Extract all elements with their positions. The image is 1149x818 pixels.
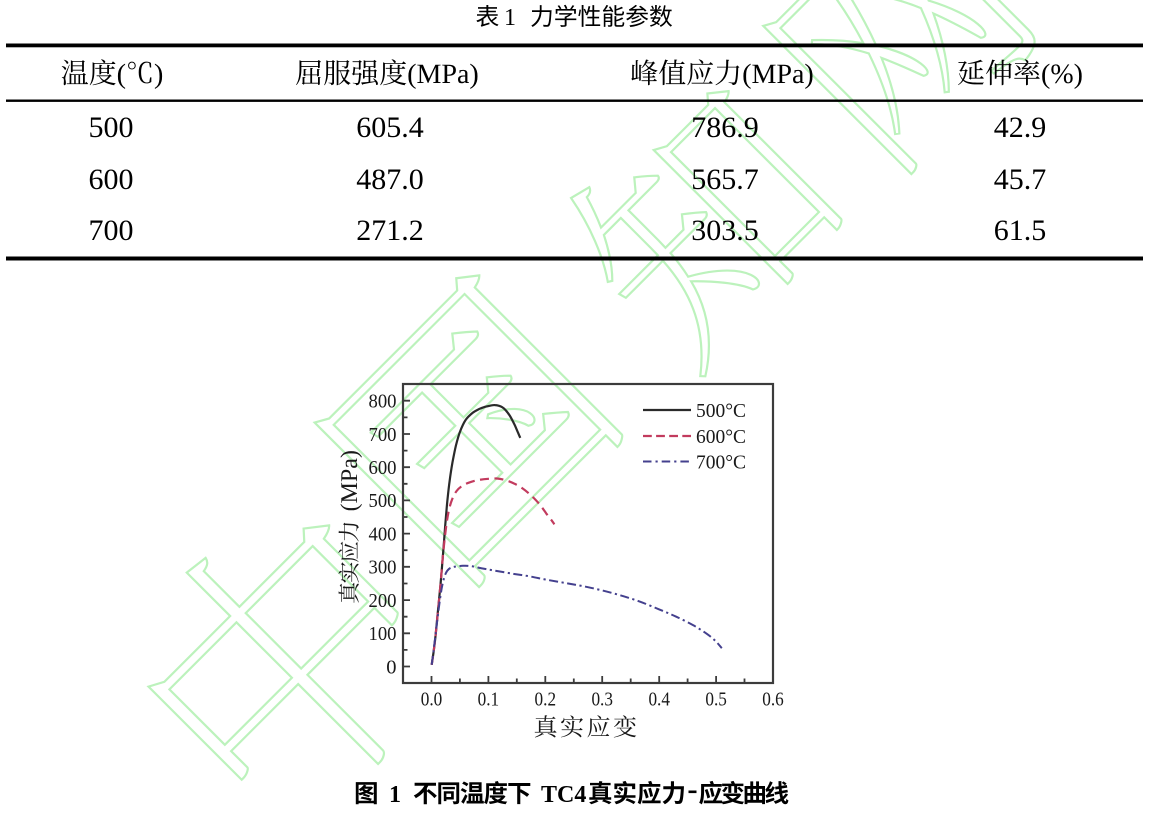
svg-text:300: 300 [369,557,397,579]
svg-text:600°C: 600°C [696,426,746,448]
svg-text:600: 600 [89,163,134,196]
svg-text:605.4: 605.4 [356,111,424,144]
svg-text:0.1: 0.1 [478,689,500,711]
svg-text:0.3: 0.3 [591,689,613,711]
svg-text:700: 700 [89,214,134,247]
svg-text:0.4: 0.4 [648,689,670,711]
svg-text:700°C: 700°C [696,452,746,474]
svg-text:786.9: 786.9 [691,111,759,144]
svg-text:271.2: 271.2 [356,214,424,247]
svg-text:1: 1 [389,782,401,808]
svg-text:100: 100 [369,623,397,645]
svg-text:487.0: 487.0 [356,163,424,196]
svg-text:0.0: 0.0 [421,689,443,711]
svg-text:303.5: 303.5 [691,214,759,247]
svg-text:500°C: 500°C [696,400,746,422]
svg-text:42.9: 42.9 [994,111,1047,144]
svg-text:565.7: 565.7 [691,163,759,196]
svg-text:400: 400 [369,523,397,545]
svg-text:500: 500 [89,111,134,144]
svg-text:800: 800 [369,391,397,413]
svg-text:0.5: 0.5 [705,689,727,711]
svg-text:700: 700 [369,424,397,446]
svg-text:0: 0 [386,656,396,678]
svg-text:TC4: TC4 [541,782,586,808]
svg-text:0.6: 0.6 [762,689,784,711]
svg-text:45.7: 45.7 [994,163,1047,196]
svg-text:1: 1 [504,5,516,31]
svg-text:600: 600 [369,457,397,479]
svg-text:61.5: 61.5 [994,214,1047,247]
svg-text:200: 200 [369,590,397,612]
svg-text:500: 500 [369,490,397,512]
svg-text:0.2: 0.2 [535,689,557,711]
